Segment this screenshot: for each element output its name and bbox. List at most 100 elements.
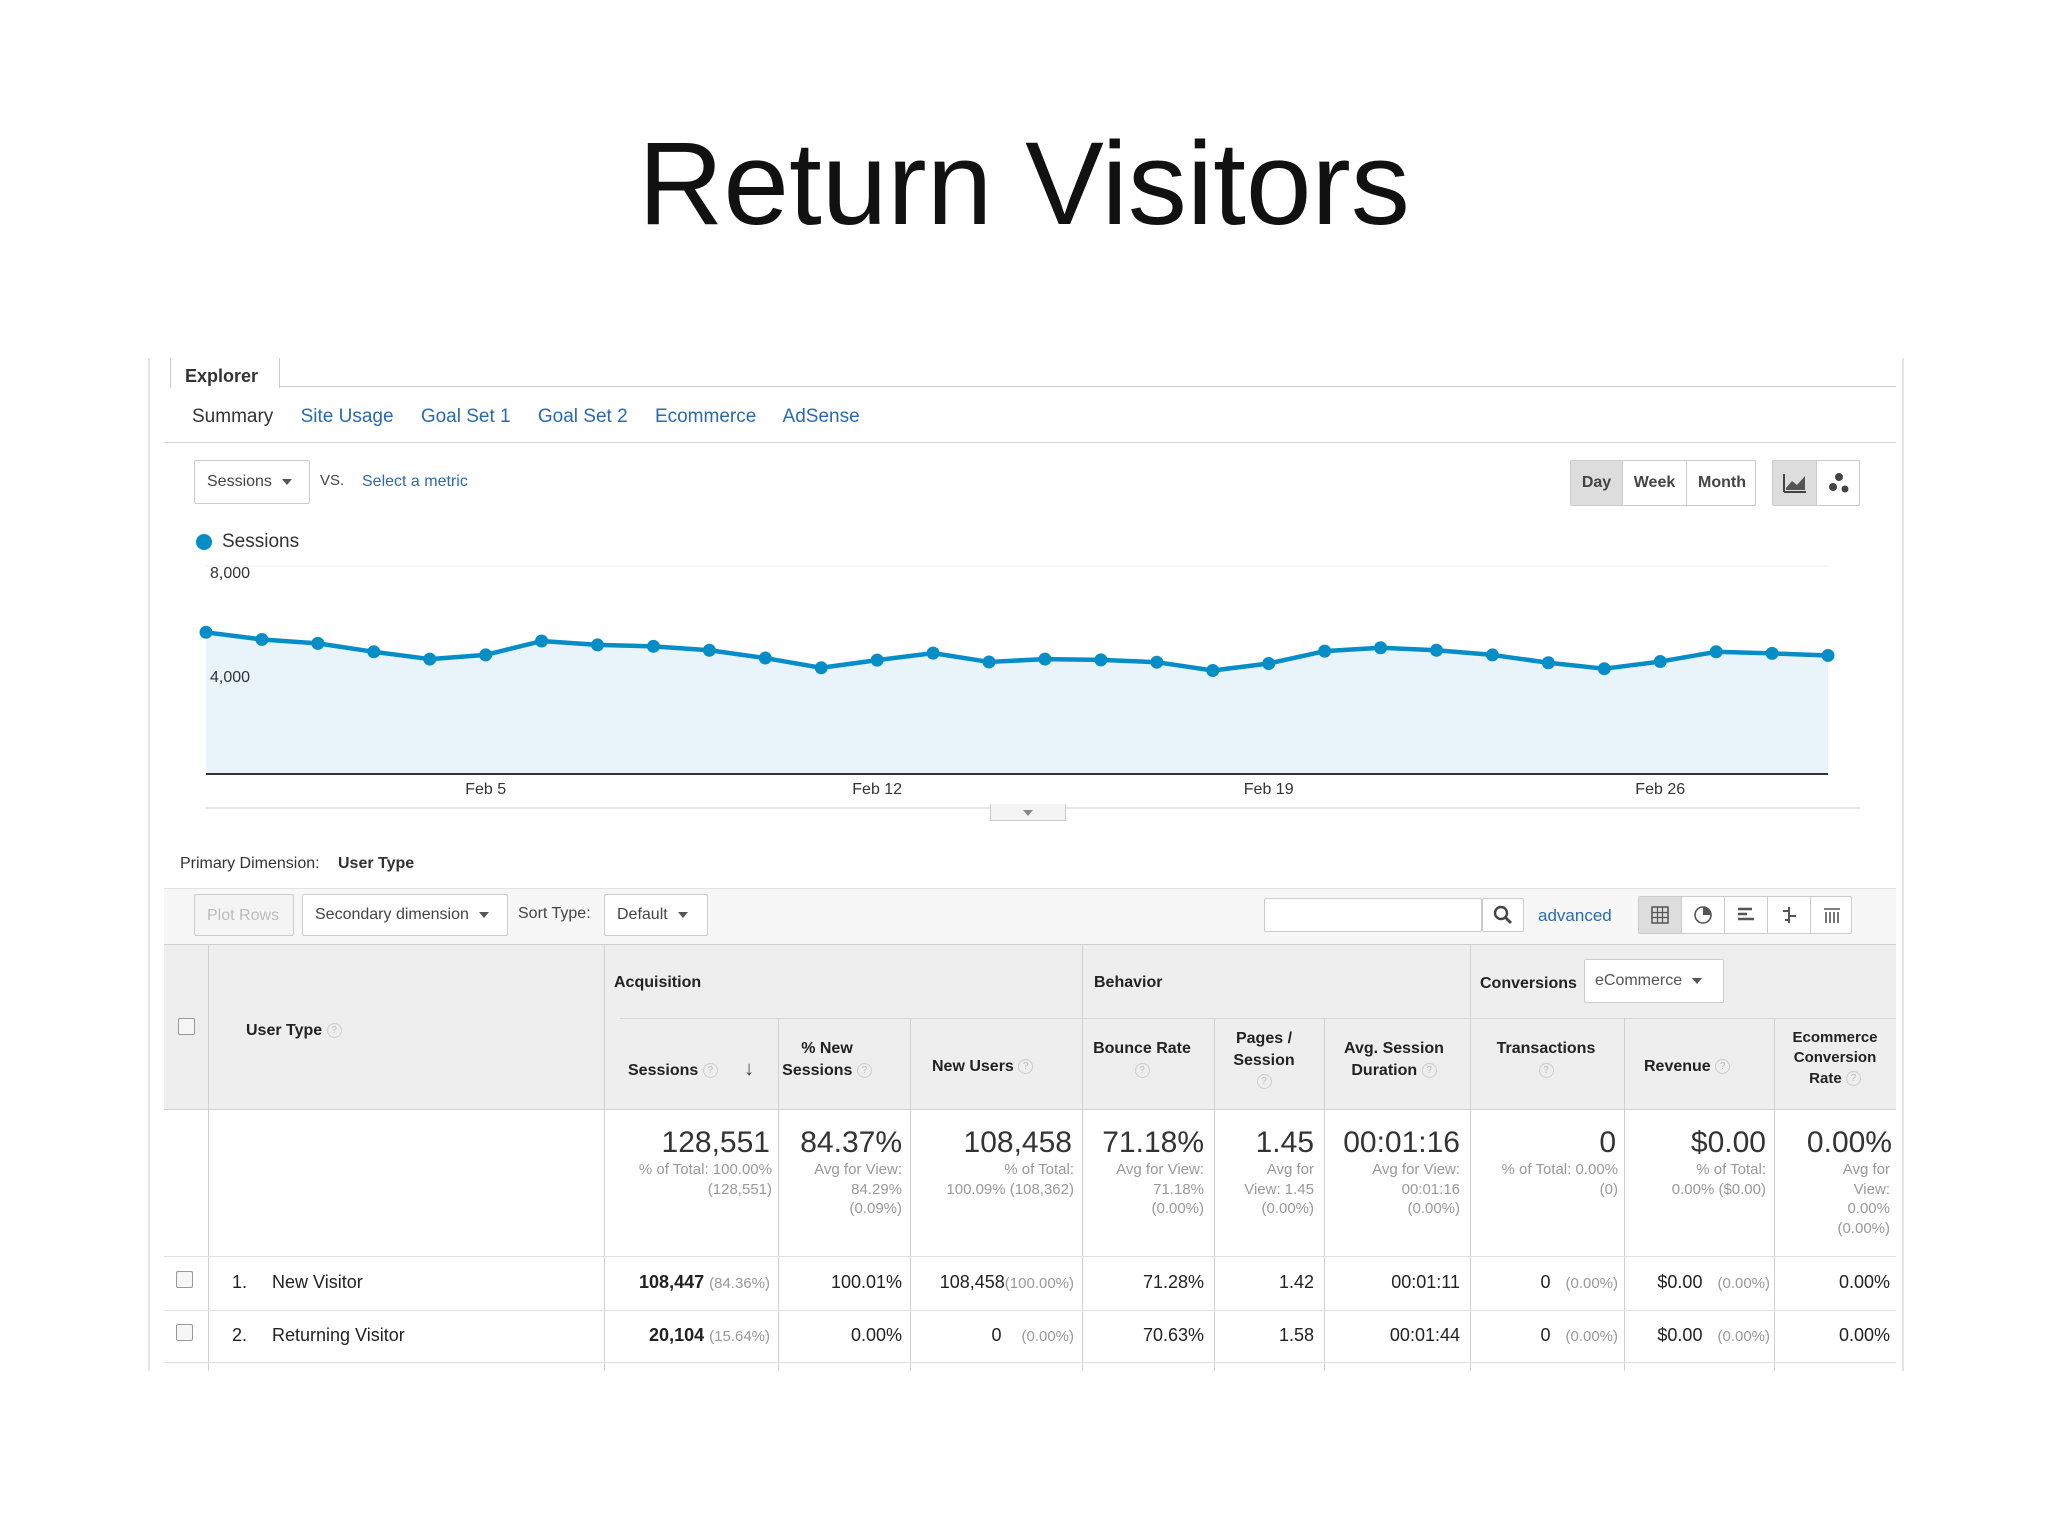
metric-dropdown[interactable]: Sessions [194, 460, 310, 504]
col-transactions[interactable]: Transactions? [1470, 1038, 1622, 1081]
primary-dimension-value[interactable]: User Type [338, 855, 415, 872]
metric-dropdown-label: Sessions [207, 473, 272, 490]
sort-arrow-down-icon[interactable]: ↓ [744, 1058, 755, 1080]
data-point [758, 651, 772, 665]
subtab-site-usage[interactable]: Site Usage [300, 406, 394, 427]
data-table-icon[interactable] [1639, 897, 1682, 933]
select-all-checkbox[interactable] [178, 1018, 195, 1035]
col-avg-session-duration[interactable]: Avg. Session Duration ? [1324, 1038, 1464, 1081]
secondary-dimension-label: Secondary dimension [315, 906, 469, 923]
total-pages-sub: Avg for View: 1.45 (0.00%) [1216, 1160, 1314, 1219]
total-bounce-rate-sub-3: (0.00%) [1151, 1200, 1204, 1217]
total-revenue-sub-1: % of Total: [1696, 1161, 1766, 1178]
secondary-dimension-dropdown[interactable]: Secondary dimension [302, 894, 508, 936]
data-point [1597, 662, 1611, 676]
plot-rows-button[interactable]: Plot Rows [194, 894, 294, 936]
conversions-dropdown[interactable]: eCommerce [1584, 959, 1724, 1003]
col-new-sessions-label-2: Sessions [782, 1061, 853, 1079]
data-point [1765, 646, 1779, 660]
table-search-input[interactable] [1264, 898, 1482, 932]
help-icon[interactable]: ? [1715, 1059, 1731, 1075]
total-pages-sub-3: (0.00%) [1261, 1200, 1314, 1217]
subtab-ecommerce[interactable]: Ecommerce [654, 406, 757, 427]
y-tick-label: 8,000 [210, 565, 250, 582]
row-transactions: 0 (0.00%) [1472, 1325, 1618, 1346]
col-bounce-rate[interactable]: Bounce Rate? [1080, 1038, 1204, 1081]
row-sessions: 20,104 (15.64%) [606, 1325, 770, 1346]
total-revenue-sub: % of Total: 0.00% ($0.00) [1626, 1160, 1766, 1199]
subtab-adsense[interactable]: AdSense [782, 406, 860, 427]
row-sessions-pct: (84.36%) [709, 1275, 770, 1292]
data-point [1485, 648, 1499, 662]
col-divider [604, 944, 605, 1371]
col-user-type[interactable]: User Type ? [246, 1020, 342, 1042]
total-sessions-sub: % of Total: 100.00% (128,551) [610, 1160, 772, 1199]
x-tick-label: Feb 5 [465, 781, 506, 798]
row-new-users-pct: (100.00%) [1004, 1275, 1074, 1292]
data-point [1150, 655, 1164, 669]
help-icon[interactable]: ? [1538, 1062, 1554, 1078]
col-revenue[interactable]: Revenue ? [1644, 1056, 1731, 1078]
help-icon[interactable]: ? [1421, 1062, 1437, 1078]
col-ecommerce-conversion-rate[interactable]: Ecommerce Conversion Rate ? [1778, 1028, 1892, 1089]
subtab-goal-set-1[interactable]: Goal Set 1 [420, 406, 511, 427]
total-bounce-rate-sub-1: Avg for View: [1116, 1161, 1204, 1178]
pivot-icon[interactable] [1811, 897, 1853, 933]
row-new-users-value: 0 [991, 1325, 1002, 1345]
total-new-sessions-sub-2: 84.29% [851, 1180, 902, 1198]
x-tick-label: Feb 12 [852, 781, 902, 798]
col-sessions[interactable]: Sessions ? ↓ [628, 1056, 754, 1083]
row-user-type-link[interactable]: Returning Visitor [272, 1325, 405, 1345]
data-point [1038, 652, 1052, 666]
total-new-sessions-sub-3: (0.09%) [849, 1200, 902, 1217]
period-month-button[interactable]: Month [1698, 474, 1746, 491]
subtab-divider [164, 442, 1896, 443]
chart-collapse-handle[interactable] [990, 804, 1066, 821]
row-new-users-pct: (0.00%) [1021, 1328, 1074, 1345]
row-divider [164, 1256, 1896, 1257]
performance-icon[interactable] [1725, 897, 1768, 933]
help-icon[interactable]: ? [1018, 1059, 1034, 1075]
sessions-chart: 8,000 4,000 Feb 5 Feb 12 Feb 19 Feb 26 [199, 565, 1860, 809]
row-revenue: $0.00 (0.00%) [1626, 1272, 1770, 1293]
motion-chart-icon[interactable] [1817, 461, 1861, 505]
help-icon[interactable]: ? [702, 1063, 718, 1079]
select-metric-link[interactable]: Select a metric [362, 473, 468, 490]
total-new-sessions-sub: Avg for View: 84.29% (0.09%) [780, 1160, 902, 1219]
help-icon[interactable]: ? [1134, 1062, 1150, 1078]
pie-chart-icon[interactable] [1682, 897, 1725, 933]
period-day-button[interactable]: Day [1571, 461, 1623, 505]
row-pages-per-session: 1.42 [1278, 1272, 1314, 1292]
row-checkbox[interactable] [176, 1271, 193, 1288]
tab-explorer[interactable]: Explorer [170, 358, 280, 388]
search-icon[interactable] [1482, 898, 1524, 932]
data-point [255, 632, 269, 646]
col-divider [778, 1018, 779, 1371]
subtab-summary[interactable]: Summary [192, 406, 274, 427]
total-avg-duration-sub: Avg for View: 00:01:16 (0.00%) [1326, 1160, 1460, 1219]
help-icon[interactable]: ? [856, 1062, 872, 1078]
total-avg-dur-sub-1: Avg for View: [1372, 1161, 1460, 1178]
total-transactions-sub-1: % of Total: 0.00% [1501, 1161, 1618, 1178]
row-revenue-value: $0.00 [1657, 1272, 1703, 1292]
data-point [1318, 644, 1332, 658]
col-new-users[interactable]: New Users ? [932, 1056, 1034, 1078]
sort-type-dropdown[interactable]: Default [604, 894, 708, 936]
col-new-sessions[interactable]: % New Sessions ? [762, 1038, 892, 1081]
data-point [479, 648, 493, 662]
subtab-goal-set-2[interactable]: Goal Set 2 [537, 406, 628, 427]
col-divider [1470, 944, 1471, 1371]
comparison-icon[interactable] [1768, 897, 1811, 933]
help-icon[interactable]: ? [326, 1023, 342, 1039]
col-avg-dur-label-2: Duration [1351, 1061, 1418, 1079]
col-pages-per-session[interactable]: Pages / Session? [1210, 1028, 1318, 1093]
period-week-button[interactable]: Week [1623, 461, 1687, 505]
help-icon[interactable]: ? [1256, 1074, 1272, 1090]
explorer-subtabs: Summary Site Usage Goal Set 1 Goal Set 2… [192, 406, 882, 428]
row-checkbox[interactable] [176, 1324, 193, 1341]
advanced-filter-link[interactable]: advanced [1538, 906, 1612, 925]
help-icon[interactable]: ? [1845, 1071, 1861, 1087]
col-revenue-label: Revenue [1644, 1058, 1711, 1075]
row-user-type-link[interactable]: New Visitor [272, 1272, 363, 1292]
line-chart-icon[interactable] [1773, 461, 1817, 505]
